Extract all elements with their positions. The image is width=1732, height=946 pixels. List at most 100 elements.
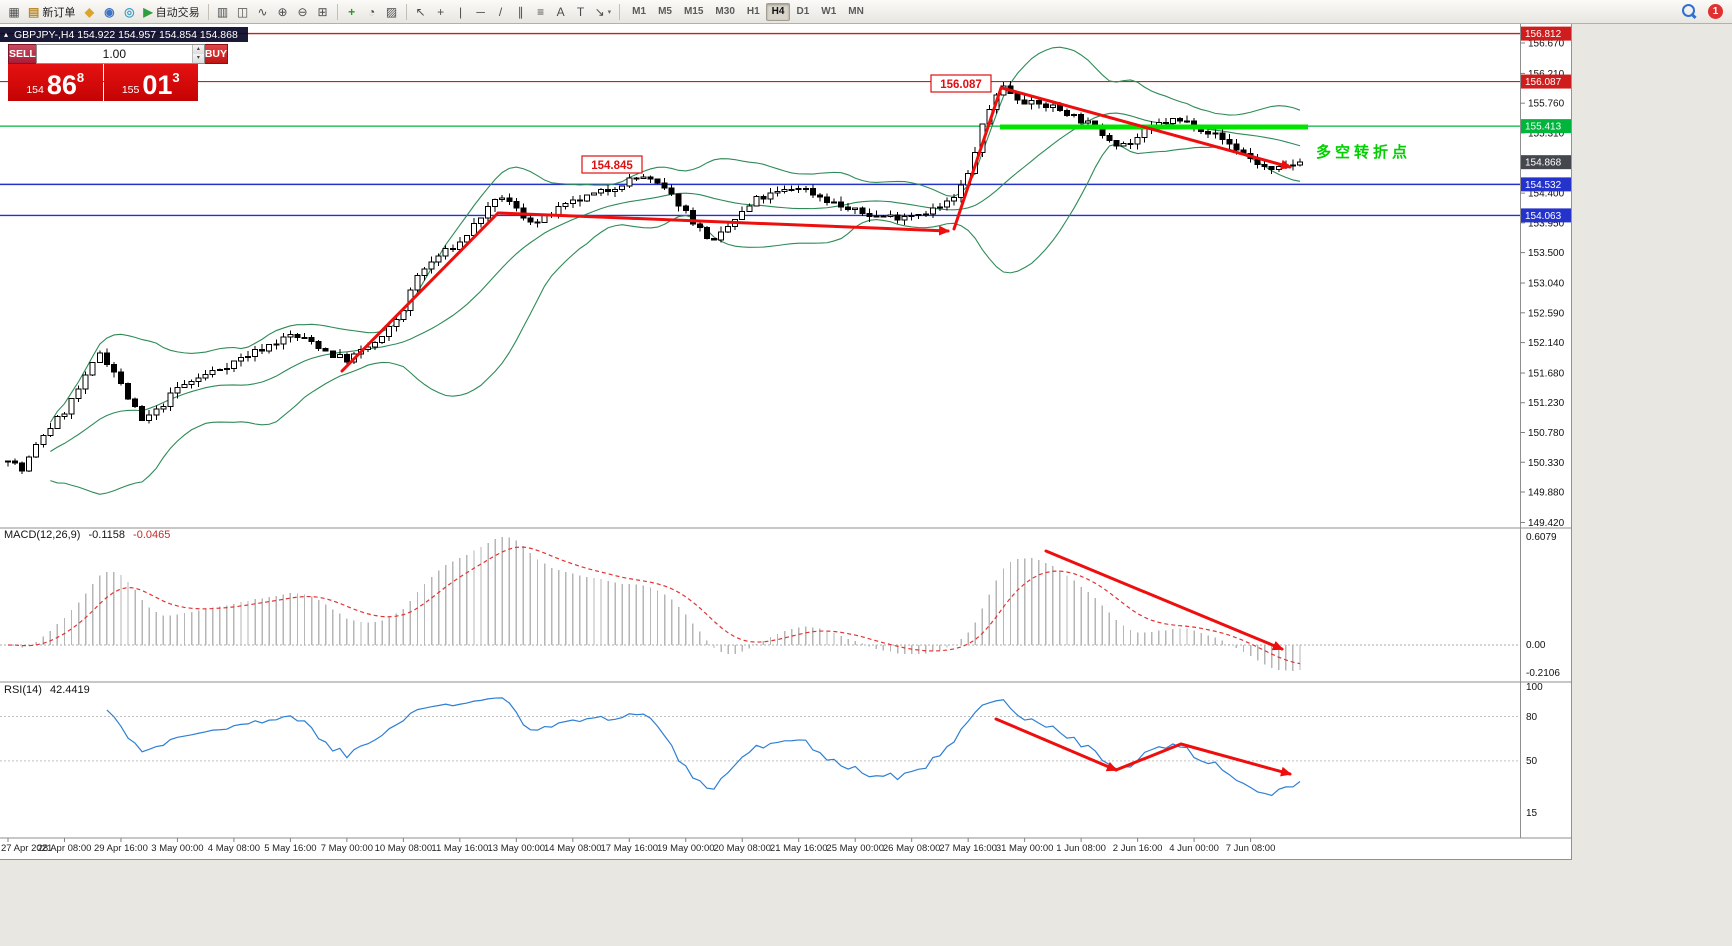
candlestick-series: [5, 80, 1303, 475]
candlestick-chart-button[interactable]: ◫: [233, 2, 253, 22]
cursor-icon: ↖: [415, 4, 426, 19]
svg-text:20 May 08:00: 20 May 08:00: [713, 843, 771, 854]
bar-chart-button[interactable]: ▥: [213, 2, 233, 22]
volume-down-icon[interactable]: ▾: [192, 54, 204, 63]
vertical-line-icon: |: [459, 4, 463, 19]
volume-input[interactable]: [36, 45, 192, 63]
templates-button[interactable]: ▨: [382, 2, 402, 22]
buy-button[interactable]: BUY: [204, 44, 229, 64]
chart-canvas[interactable]: 156.670 156.210 155.760 155.310 154.400 153.9…: [0, 24, 1572, 860]
svg-text:155.310: 155.310: [1528, 128, 1565, 139]
autotrading-label: 自动交易: [155, 6, 200, 19]
timeframe-m15-button[interactable]: M15: [678, 3, 709, 21]
zoom-in-button[interactable]: ⊕: [273, 2, 293, 22]
timeframe-w1-button[interactable]: W1: [815, 3, 842, 21]
svg-text:21 May 16:00: 21 May 16:00: [770, 843, 828, 854]
new-order-icon: ▤: [28, 4, 40, 19]
svg-text:156.812: 156.812: [1525, 29, 1562, 40]
svg-text:153.950: 153.950: [1528, 218, 1565, 229]
svg-text:5 May 16:00: 5 May 16:00: [264, 843, 316, 854]
search-icon: [1682, 4, 1697, 19]
svg-text:150.330: 150.330: [1528, 458, 1565, 469]
layouts-button[interactable]: ◉: [99, 2, 119, 22]
vertical-line-button[interactable]: |: [451, 2, 471, 22]
svg-text:4 Jun 00:00: 4 Jun 00:00: [1169, 843, 1219, 854]
notification-badge[interactable]: 1: [1708, 4, 1723, 19]
new-chart-button[interactable]: ▦: [4, 2, 24, 22]
one-click-top-row: SELL ▴ ▾ BUY: [8, 44, 229, 64]
price-tag-text: 154.845: [591, 160, 633, 172]
one-click-collapse-icon[interactable]: ▴: [4, 30, 9, 39]
volume-up-icon[interactable]: ▴: [192, 45, 204, 54]
svg-text:11 May 16:00: 11 May 16:00: [431, 843, 488, 854]
arrows-button[interactable]: ↘ ▾: [591, 2, 616, 22]
macd-signal-line: [7, 546, 1301, 665]
periods-button[interactable]: ◔: [362, 2, 382, 22]
svg-text:156.670: 156.670: [1528, 39, 1565, 50]
timeframe-m30-button[interactable]: M30: [709, 3, 740, 21]
svg-text:156.210: 156.210: [1528, 69, 1565, 80]
timeframe-m5-button[interactable]: M5: [652, 3, 678, 21]
symbol-info-bar: ▴ GBPJPY-,H4 154.922 154.957 154.854 154…: [0, 27, 248, 42]
svg-text:154.063: 154.063: [1525, 211, 1562, 222]
svg-text:152.140: 152.140: [1528, 338, 1565, 349]
equidistant-channel-icon: ∥: [517, 4, 524, 19]
layouts-icon: ◉: [104, 4, 115, 19]
price-axis[interactable]: 156.670 156.210 155.760 155.310 154.400 153.9…: [1520, 26, 1571, 819]
new-order-label: 新订单: [42, 6, 76, 19]
new-order-button[interactable]: ▤ 新订单: [24, 2, 79, 22]
cursor-button[interactable]: ↖: [411, 2, 431, 22]
panel-separators: [0, 24, 1572, 839]
svg-text:27 May 16:00: 27 May 16:00: [939, 843, 997, 854]
volume-field: ▴ ▾: [35, 44, 205, 64]
svg-text:7 Jun 08:00: 7 Jun 08:00: [1226, 843, 1276, 854]
autotrading-button[interactable]: ▶ 自动交易: [139, 2, 203, 22]
rsi-indicator-label: RSI(14) 42.4419: [4, 684, 95, 696]
macd-name: MACD(12,26,9): [4, 529, 81, 541]
timeframe-h4-button[interactable]: H4: [765, 2, 791, 21]
search-button[interactable]: [1678, 2, 1701, 22]
svg-text:1 Jun 08:00: 1 Jun 08:00: [1056, 843, 1106, 854]
indicators-icon: +: [348, 4, 356, 19]
indicators-button[interactable]: +: [342, 2, 362, 22]
trendline-button[interactable]: /: [491, 2, 511, 22]
sell-price-button[interactable]: 154 86 8: [8, 64, 103, 101]
equidistant-channel-button[interactable]: ∥: [511, 2, 531, 22]
toolbar-right: 1: [1678, 2, 1728, 22]
arrows-caret-icon: ▾: [607, 8, 612, 16]
svg-text:2 Jun 16:00: 2 Jun 16:00: [1113, 843, 1163, 854]
metaeditor-button[interactable]: ◆: [79, 2, 99, 22]
arrange-windows-button[interactable]: ⊞: [313, 2, 333, 22]
fibonacci-button[interactable]: ≡: [531, 2, 551, 22]
line-chart-button[interactable]: ∿: [253, 2, 273, 22]
svg-text:7 May 00:00: 7 May 00:00: [321, 843, 373, 854]
toolbar-separator: [336, 3, 338, 20]
profiles-button[interactable]: ◎: [119, 2, 139, 22]
text-button[interactable]: A: [551, 2, 571, 22]
timeframe-mn-button[interactable]: MN: [842, 3, 870, 21]
timeframe-m1-button[interactable]: M1: [626, 3, 652, 21]
svg-text:27 Apr 2021: 27 Apr 2021: [1, 843, 52, 854]
svg-text:0.00: 0.00: [1526, 640, 1546, 651]
svg-text:19 May 00:00: 19 May 00:00: [657, 843, 715, 854]
sell-button[interactable]: SELL: [8, 44, 36, 64]
svg-text:149.880: 149.880: [1528, 488, 1565, 499]
macd-value-main: -0.1158: [88, 529, 125, 541]
timeframe-bar: M1 M5 M15 M30 H1 H4 D1 W1 MN: [626, 2, 870, 21]
one-click-prices: 154 86 8 155 01 3: [8, 64, 198, 101]
text-label-button[interactable]: T: [571, 2, 591, 22]
arrange-windows-icon: ⊞: [317, 4, 328, 19]
buy-price-button[interactable]: 155 01 3: [103, 64, 198, 101]
horizontal-line-button[interactable]: ─: [471, 2, 491, 22]
rsi-panel: [0, 697, 1520, 797]
toolbar-separator: [619, 3, 621, 20]
buy-price-big: 01: [142, 70, 173, 100]
svg-text:25 May 00:00: 25 May 00:00: [826, 843, 884, 854]
rsi-name: RSI(14): [4, 684, 42, 696]
svg-text:154.532: 154.532: [1525, 180, 1562, 191]
timeframe-h1-button[interactable]: H1: [741, 3, 766, 21]
timeframe-d1-button[interactable]: D1: [790, 3, 815, 21]
zoom-out-button[interactable]: ⊖: [293, 2, 313, 22]
crosshair-button[interactable]: +: [431, 2, 451, 22]
